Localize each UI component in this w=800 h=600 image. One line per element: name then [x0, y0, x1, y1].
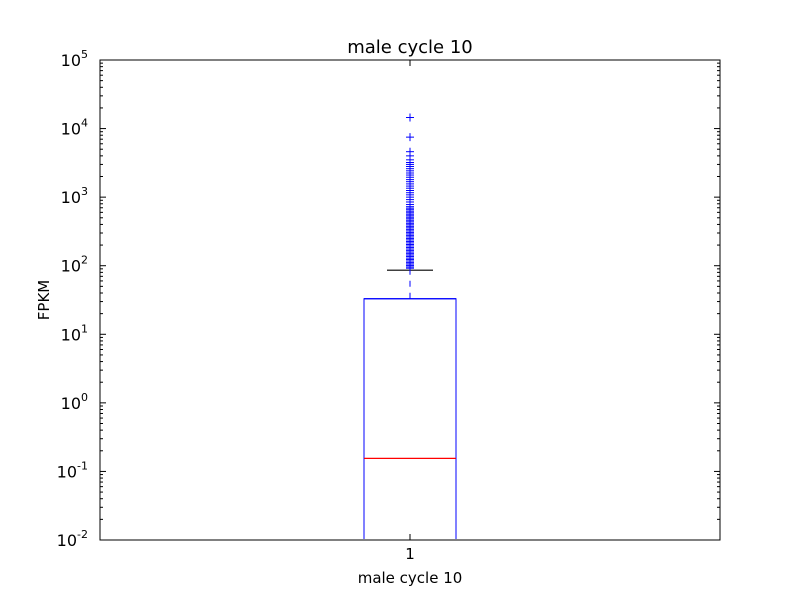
plot-frame: [99, 59, 721, 541]
outlier-point: [406, 113, 414, 122]
y-tick-label: 102: [61, 254, 88, 276]
y-tick-exponent: 0: [81, 391, 88, 404]
y-tick-label: 105: [61, 48, 88, 70]
y-tick-base: 10: [61, 257, 81, 276]
y-tick-exponent: 3: [81, 185, 88, 198]
y-tick-base: 10: [61, 325, 81, 344]
y-tick-label: 104: [61, 117, 88, 139]
x-axis-label: male cycle 10: [358, 569, 463, 587]
y-tick-exponent: -1: [77, 459, 88, 472]
y-tick-base: 10: [61, 51, 81, 70]
y-tick-exponent: 5: [81, 48, 88, 61]
y-tick-exponent: -2: [77, 528, 88, 541]
y-tick-base: 10: [61, 188, 81, 207]
outlier-point: [406, 147, 414, 156]
y-tick-exponent: 1: [81, 322, 88, 335]
y-tick-base: 10: [61, 120, 81, 139]
y-tick-label: 10-2: [57, 528, 88, 550]
y-tick-exponent: 4: [81, 117, 88, 130]
box-plot-marks: [363, 113, 457, 539]
y-tick-base: 10: [57, 462, 77, 481]
y-tick-base: 10: [57, 531, 77, 550]
x-tick-label: 1: [405, 545, 415, 563]
y-axis-label: FPKM: [35, 280, 53, 320]
y-tick-label: 101: [61, 322, 88, 344]
chart-title: male cycle 10: [347, 37, 473, 58]
y-tick-label: 10-1: [57, 459, 88, 481]
outlier-point: [406, 133, 414, 142]
y-tick-label: 100: [61, 391, 88, 413]
box-body: [363, 298, 457, 539]
y-tick-base: 10: [61, 394, 81, 413]
y-tick-label: 103: [61, 185, 88, 207]
y-tick-exponent: 2: [81, 254, 88, 267]
